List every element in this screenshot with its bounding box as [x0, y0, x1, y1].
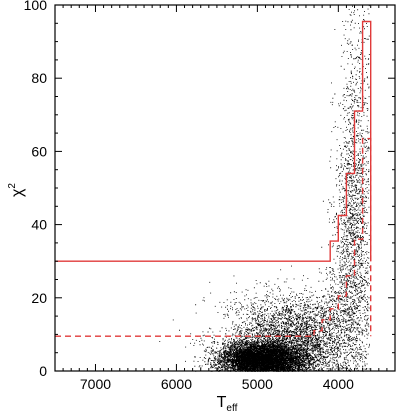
x-tick-label: 7000 [80, 376, 111, 392]
solid-threshold-line [55, 20, 372, 262]
dashed-threshold-line [55, 137, 372, 337]
y-tick-label: 0 [39, 363, 47, 379]
scatter-points [159, 5, 370, 372]
y-tick-label: 20 [31, 290, 47, 306]
y-axis-label: χ2 [7, 183, 26, 197]
y-tick-label: 60 [31, 143, 47, 159]
plot-frame [54, 4, 396, 372]
x-axis-label: Teff [217, 394, 238, 411]
y-axis-label-superscript: 2 [7, 183, 18, 189]
axis-ticks: 7000 6000 5000 4000 0 20 40 60 80 100 [24, 0, 396, 392]
x-tick-label: 5000 [242, 376, 273, 392]
data-points [159, 5, 370, 372]
x-axis-label-base: T [217, 394, 227, 411]
y-tick-label: 100 [24, 0, 48, 13]
y-axis-label-base: χ [9, 188, 26, 197]
y-tick-label: 40 [31, 217, 47, 233]
threshold-lines [55, 20, 372, 337]
x-tick-label: 4000 [323, 376, 354, 392]
y-tick-label: 80 [31, 70, 47, 86]
x-axis-label-subscript: eff [226, 403, 237, 411]
x-tick-label: 6000 [161, 376, 192, 392]
